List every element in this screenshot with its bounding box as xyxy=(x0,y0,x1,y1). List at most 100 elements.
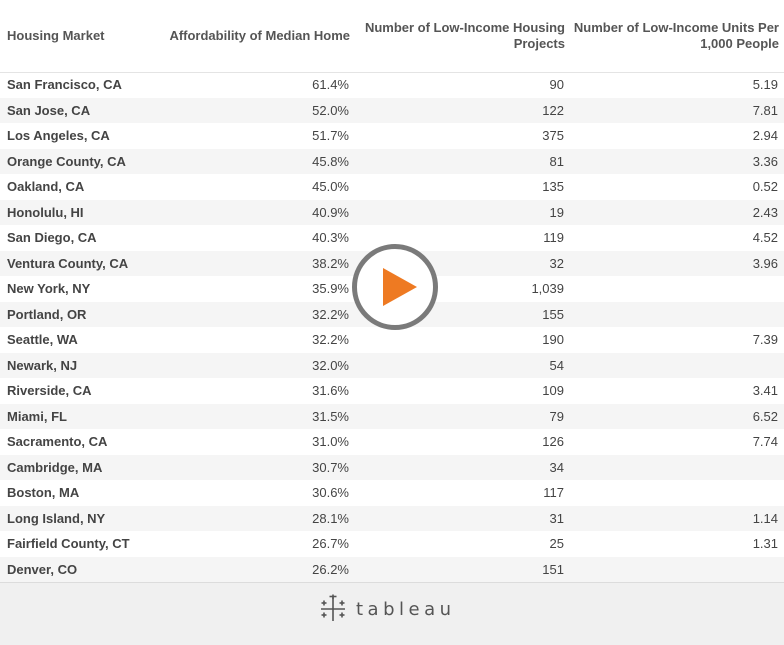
cell-affordability: 26.2% xyxy=(312,561,349,577)
cell-affordability: 32.2% xyxy=(312,332,349,347)
cell-affordability: 35.9% xyxy=(312,281,349,296)
table-row[interactable]: Newark, NJ 32.0% 54 xyxy=(0,352,784,378)
table-row[interactable]: Oakland, CA 45.0% 135 0.52 xyxy=(0,174,784,200)
table-row[interactable]: San Diego, CA 40.3% 119 4.52 xyxy=(0,225,784,251)
cell-market: San Diego, CA xyxy=(7,230,97,245)
cell-projects: 31 xyxy=(549,510,564,526)
cell-affordability: 31.0% xyxy=(312,434,349,449)
cell-affordability: 51.7% xyxy=(312,128,349,143)
header-affordability[interactable]: Affordability of Median Home xyxy=(169,28,350,43)
cell-market: Ventura County, CA xyxy=(7,255,129,271)
cell-market: New York, NY xyxy=(7,281,91,296)
cell-affordability: 28.1% xyxy=(312,510,349,526)
header-units[interactable]: Number of Low-Income Units Per 1,000 Peo… xyxy=(568,20,779,52)
cell-market: Long Island, NY xyxy=(7,510,106,526)
tableau-logo[interactable]: tableau xyxy=(318,593,456,625)
table-row[interactable]: Honolulu, HI 40.9% 19 2.43 xyxy=(0,199,784,225)
cell-market: Fairfield County, CT xyxy=(7,536,130,551)
cell-affordability: 45.8% xyxy=(312,153,349,169)
cell-affordability: 52.0% xyxy=(312,102,349,118)
table-row[interactable]: San Francisco, CA 61.4% 90 5.19 xyxy=(0,72,784,98)
cell-affordability: 40.3% xyxy=(312,230,349,245)
cell-market: Oakland, CA xyxy=(7,179,85,194)
play-button[interactable] xyxy=(352,244,438,330)
header-projects-line1: Number of Low-Income Housing xyxy=(364,20,565,35)
cell-units: 6.52 xyxy=(752,408,778,424)
cell-units: 3.41 xyxy=(752,383,778,398)
cell-market: Los Angeles, CA xyxy=(7,128,110,143)
cell-projects: 126 xyxy=(542,434,564,449)
cell-projects: 375 xyxy=(542,128,564,143)
cell-market: San Francisco, CA xyxy=(7,77,122,92)
cell-affordability: 32.0% xyxy=(312,357,349,373)
cell-units: 2.43 xyxy=(752,204,778,220)
cell-affordability: 30.7% xyxy=(312,459,349,475)
header-projects[interactable]: Number of Low-Income Housing Projects xyxy=(360,20,565,52)
cell-projects: 119 xyxy=(543,230,564,245)
cell-units: 7.39 xyxy=(752,332,778,347)
header-housing-market[interactable]: Housing Market xyxy=(7,28,105,43)
play-icon xyxy=(383,268,417,306)
table-row[interactable]: Boston, MA 30.6% 117 xyxy=(0,480,784,506)
header-units-line2: 1,000 People xyxy=(700,36,779,51)
cell-affordability: 31.6% xyxy=(312,383,349,398)
cell-market: Newark, NJ xyxy=(7,357,78,373)
cell-market: Denver, CO xyxy=(7,561,78,577)
cell-units: 7.81 xyxy=(752,102,778,118)
cell-market: Miami, FL xyxy=(7,408,67,424)
cell-projects: 151 xyxy=(542,561,564,577)
cell-market: Honolulu, HI xyxy=(7,204,84,220)
cell-units: 1.31 xyxy=(752,536,778,551)
cell-projects: 109 xyxy=(542,383,564,398)
table-row[interactable]: San Jose, CA 52.0% 122 7.81 xyxy=(0,97,784,123)
cell-affordability: 61.4% xyxy=(312,77,349,92)
cell-market: Seattle, WA xyxy=(7,332,78,347)
table-row[interactable]: Denver, CO 26.2% 151 xyxy=(0,556,784,582)
tableau-cross-icon xyxy=(321,594,345,621)
cell-units: 5.19 xyxy=(752,77,778,92)
cell-projects: 25 xyxy=(549,536,564,551)
cell-market: Orange County, CA xyxy=(7,153,126,169)
tableau-logo-text: tableau xyxy=(356,598,456,620)
cell-projects: 54 xyxy=(549,357,564,373)
cell-affordability: 45.0% xyxy=(312,179,349,194)
cell-projects: 122 xyxy=(542,102,564,118)
cell-market: Riverside, CA xyxy=(7,383,92,398)
cell-projects: 81 xyxy=(549,153,564,169)
cell-projects: 19 xyxy=(549,204,564,220)
cell-projects: 117 xyxy=(543,485,564,500)
table-row[interactable]: Seattle, WA 32.2% 190 7.39 xyxy=(0,327,784,353)
cell-projects: 34 xyxy=(549,459,564,475)
cell-units: 3.96 xyxy=(752,255,778,271)
cell-projects: 79 xyxy=(549,408,564,424)
table-row[interactable]: New York, NY 35.9% 1,039 xyxy=(0,276,784,302)
header-projects-line2: Projects xyxy=(513,36,565,51)
cell-units: 4.52 xyxy=(752,230,778,245)
cell-projects: 32 xyxy=(549,255,564,271)
cell-units: 7.74 xyxy=(752,434,778,449)
cell-market: San Jose, CA xyxy=(7,102,91,118)
table-row[interactable]: Miami, FL 31.5% 79 6.52 xyxy=(0,403,784,429)
table-row[interactable]: Riverside, CA 31.6% 109 3.41 xyxy=(0,378,784,404)
table-header: Housing Market Affordability of Median H… xyxy=(0,0,784,73)
cell-projects: 190 xyxy=(542,332,564,347)
cell-affordability: 40.9% xyxy=(312,204,349,220)
cell-units: 1.14 xyxy=(752,510,778,526)
table-row[interactable]: Cambridge, MA 30.7% 34 xyxy=(0,454,784,480)
cell-affordability: 31.5% xyxy=(312,408,349,424)
cell-projects: 1,039 xyxy=(531,281,564,296)
cell-projects: 155 xyxy=(542,306,564,322)
cell-market: Portland, OR xyxy=(7,306,87,322)
table-row[interactable]: Sacramento, CA 31.0% 126 7.74 xyxy=(0,429,784,455)
cell-market: Cambridge, MA xyxy=(7,459,103,475)
table-row[interactable]: Orange County, CA 45.8% 81 3.36 xyxy=(0,148,784,174)
cell-units: 0.52 xyxy=(752,179,778,194)
cell-units: 2.94 xyxy=(752,128,778,143)
table-row[interactable]: Fairfield County, CT 26.7% 25 1.31 xyxy=(0,531,784,557)
cell-projects: 90 xyxy=(549,77,564,92)
table-row[interactable]: Los Angeles, CA 51.7% 375 2.94 xyxy=(0,123,784,149)
footer: tableau xyxy=(0,582,784,645)
table-row[interactable]: Long Island, NY 28.1% 31 1.14 xyxy=(0,505,784,531)
cell-projects: 135 xyxy=(542,179,564,194)
cell-market: Boston, MA xyxy=(7,485,80,500)
